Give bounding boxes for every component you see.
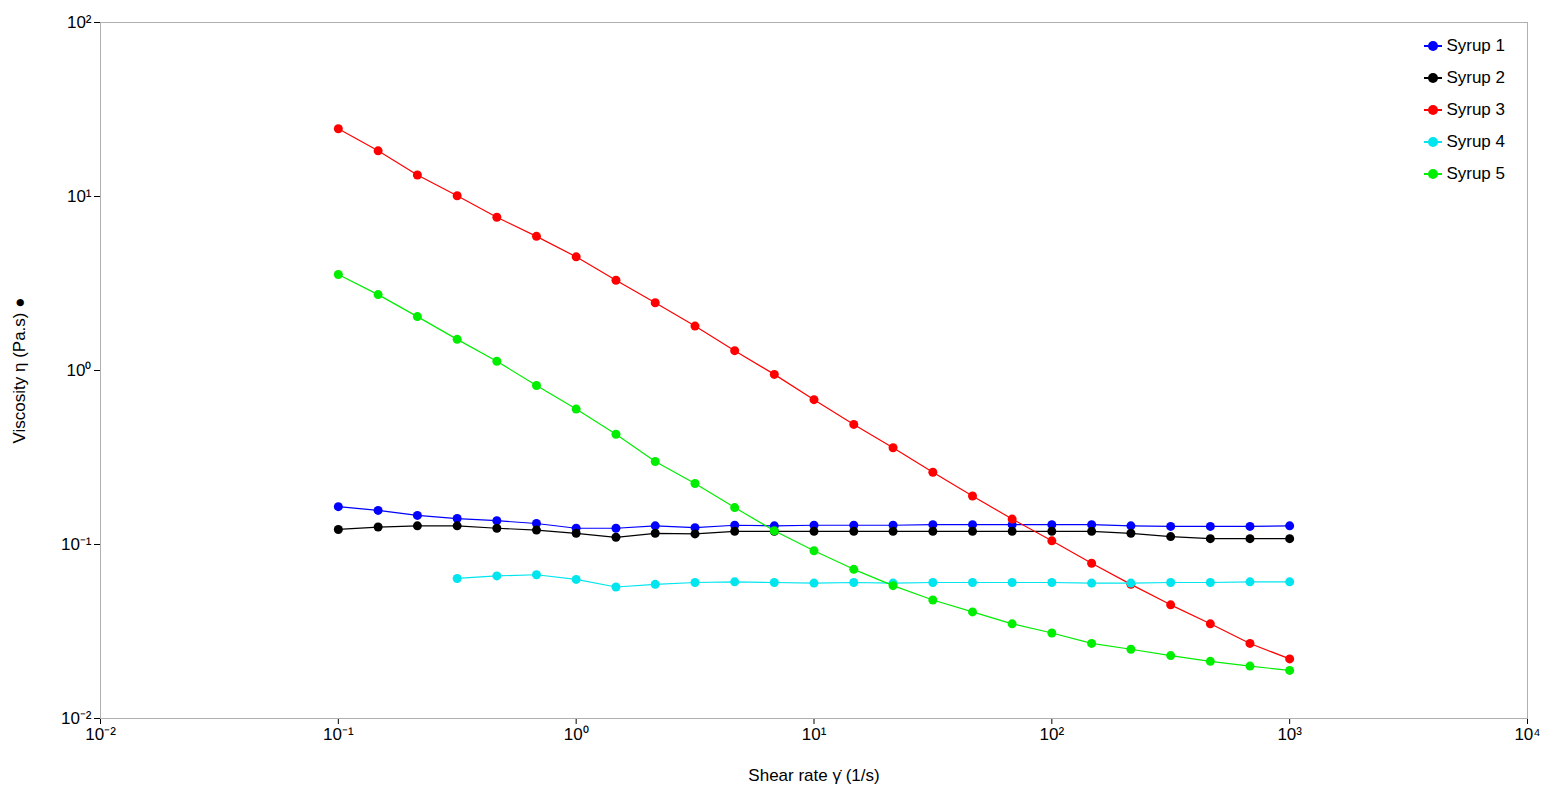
svg-text:10⁻²: 10⁻² <box>85 725 116 744</box>
svg-text:10²: 10² <box>1040 725 1065 744</box>
svg-text:10⁰: 10⁰ <box>67 361 92 380</box>
svg-text:10³: 10³ <box>1277 725 1302 744</box>
html-text:Syrup 3: Syrup 3 <box>1446 100 1505 119</box>
svg-text:Shear rate γ̇ (1/s): Shear rate γ̇ (1/s) <box>748 766 879 785</box>
html-text:Syrup 4: Syrup 4 <box>1446 132 1505 151</box>
svg-text:Viscosity η (Pa.s) ●: Viscosity η (Pa.s) ● <box>10 298 29 444</box>
svg-text:10⁻¹: 10⁻¹ <box>61 535 92 554</box>
svg-text:10²: 10² <box>67 13 92 32</box>
svg-text:10⁴: 10⁴ <box>1514 725 1540 744</box>
svg-text:10¹: 10¹ <box>802 725 827 744</box>
html-text:Syrup 1: Syrup 1 <box>1446 36 1505 55</box>
svg-text:10¹: 10¹ <box>67 187 92 206</box>
svg-text:10⁰: 10⁰ <box>564 725 589 744</box>
html-text:Syrup 5: Syrup 5 <box>1446 164 1505 183</box>
html-text:Syrup 2: Syrup 2 <box>1446 68 1505 87</box>
svg-text:10⁻¹: 10⁻¹ <box>323 725 354 744</box>
svg-text:10⁻²: 10⁻² <box>60 708 92 728</box>
